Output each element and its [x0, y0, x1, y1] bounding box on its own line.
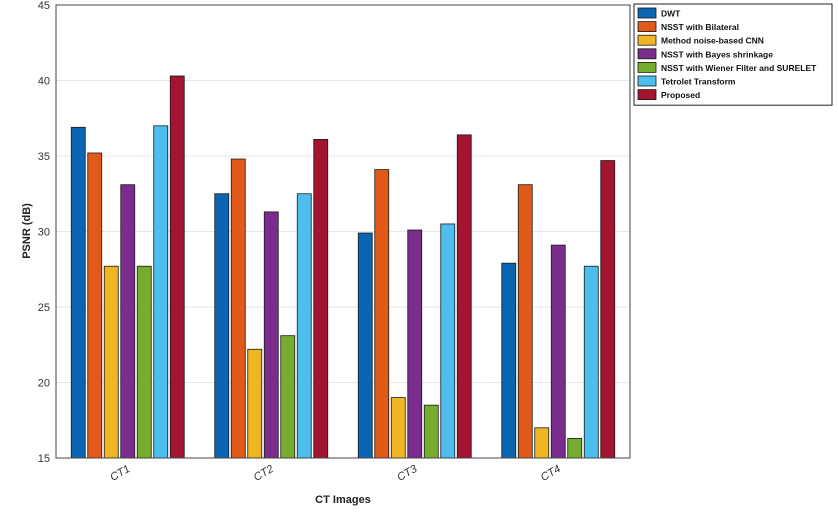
bar-ct2-series-6 — [296, 193, 312, 459]
bar-ct1-series-1 — [70, 126, 86, 459]
bar-ct4-series-2 — [517, 184, 533, 459]
plot-frame — [55, 4, 631, 459]
x-axis-ticks: CT1 CT2 CT3 CT4 — [108, 463, 562, 484]
y-tick-label: 45 — [38, 0, 50, 12]
bar-ct3-series-7 — [456, 134, 472, 459]
bar-ct3-series-4 — [407, 229, 423, 459]
bar-ct1-series-7 — [169, 75, 185, 459]
bar-ct1-series-3 — [103, 265, 119, 459]
bar-ct3-series-3 — [390, 397, 406, 459]
legend-swatch — [637, 34, 657, 46]
legend-label: NSST with Wiener Filter and SURELET — [661, 63, 817, 73]
x-tick-label: CT4 — [539, 463, 563, 484]
bar-ct4-series-1 — [501, 262, 517, 459]
legend-label: DWT — [661, 9, 681, 19]
bar-ct2-series-4 — [263, 211, 279, 459]
y-tick-label: 25 — [38, 302, 50, 314]
legend-swatch — [637, 7, 657, 19]
y-tick-label: 15 — [38, 453, 50, 465]
bar-ct1-series-6 — [153, 125, 169, 459]
bar-ct1-series-2 — [87, 152, 103, 459]
legend-label: NSST with Bilateral — [661, 22, 739, 32]
bar-ct2-series-3 — [247, 348, 263, 459]
y-axis-title: PSNR (dB) — [21, 203, 33, 259]
bar-ct3-series-6 — [440, 223, 456, 459]
bar-ct3-series-2 — [374, 169, 390, 459]
bar-ct3-series-5 — [423, 404, 439, 459]
bar-ct4-series-4 — [550, 244, 566, 459]
bar-ct1-series-5 — [136, 265, 152, 459]
y-tick-label: 30 — [38, 227, 50, 239]
y-axis-ticks: 15 20 25 30 35 40 45 — [38, 0, 50, 465]
bar-ct2-series-1 — [214, 193, 230, 459]
bars — [70, 75, 616, 459]
legend-label: NSST with Bayes shrinkage — [661, 49, 773, 59]
y-tick-label: 40 — [38, 76, 50, 88]
y-tick-label: 35 — [38, 151, 50, 163]
legend-swatch — [637, 62, 657, 73]
bar-ct3-series-1 — [357, 232, 373, 459]
x-tick-label: CT3 — [395, 463, 420, 484]
x-tick-label: CT2 — [252, 463, 276, 484]
x-tick-label: CT1 — [108, 463, 132, 484]
legend-label: Tetrolet Transform — [661, 77, 736, 87]
bar-ct4-series-3 — [534, 427, 550, 459]
legend-swatch — [637, 89, 657, 100]
bar-ct4-series-5 — [567, 437, 583, 459]
legend: DWT NSST with Bilateral Method noise-based… — [633, 3, 833, 106]
bar-ct2-series-5 — [280, 335, 296, 459]
bar-ct1-series-4 — [120, 184, 136, 459]
legend-swatch — [637, 48, 657, 60]
legend-swatch — [637, 75, 657, 87]
legend-label: Proposed — [661, 90, 700, 100]
legend-box — [633, 3, 833, 106]
bar-ct2-series-2 — [230, 158, 246, 459]
bar-ct4-series-6 — [583, 265, 599, 459]
legend-label: Method noise-based CNN — [661, 36, 764, 46]
bar-ct4-series-7 — [600, 160, 616, 459]
bar-ct2-series-7 — [313, 138, 329, 459]
x-axis-title: CT Images — [315, 494, 371, 506]
legend-swatch — [637, 21, 657, 33]
y-tick-label: 20 — [38, 378, 50, 390]
